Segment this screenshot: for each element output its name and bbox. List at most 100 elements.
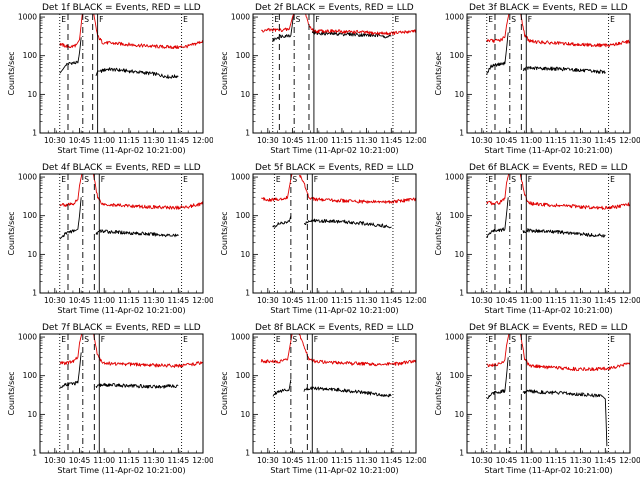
x-tick-label: 11:45	[594, 136, 616, 145]
x-tick-label: 11:00	[306, 296, 328, 305]
time-marker-label: E	[394, 175, 399, 184]
y-axis-label: Counts/sec	[7, 51, 16, 95]
time-marker-label: E	[276, 175, 281, 184]
y-tick-label: 10	[454, 90, 464, 99]
y-tick-label: 10	[27, 250, 37, 259]
y-tick-label: 100	[23, 211, 38, 220]
y-tick-label: 10	[454, 250, 464, 259]
y-tick-label: 100	[236, 371, 251, 380]
x-tick-label: 11:00	[306, 136, 328, 145]
x-tick-label: 11:45	[594, 296, 616, 305]
series-line-lld	[261, 174, 293, 202]
x-tick-label: 11:15	[545, 456, 567, 465]
y-axis-label: Counts/sec	[220, 371, 229, 415]
y-tick-label: 1	[245, 129, 250, 138]
chart-title: Det 4f BLACK = Events, RED = LLD	[42, 163, 201, 173]
x-axis-label: Start Time (11-Apr-02 10:21:00)	[270, 146, 398, 155]
x-tick-label: 10:45	[496, 456, 518, 465]
y-axis-label: Counts/sec	[434, 371, 443, 415]
chart-title: Det 5f BLACK = Events, RED = LLD	[255, 163, 414, 173]
x-tick-label: 10:30	[44, 296, 66, 305]
y-tick-label: 1000	[445, 333, 464, 342]
time-marker-label: F	[528, 15, 532, 24]
y-tick-label: 1	[245, 289, 250, 298]
series-line-lld	[93, 174, 203, 210]
time-marker-label: S	[84, 175, 89, 184]
x-tick-label: 11:45	[380, 296, 402, 305]
time-marker-label: E	[61, 15, 66, 24]
time-marker-label: E	[394, 335, 399, 344]
x-tick-label: 11:30	[143, 136, 165, 145]
x-tick-label: 12:00	[405, 136, 426, 145]
chart-panel: Det 9f BLACK = Events, RED = LLD 1 10 100 10…	[434, 323, 640, 475]
x-tick-label: 10:30	[257, 296, 279, 305]
y-tick-label: 10	[240, 250, 250, 259]
time-marker-label: E	[183, 335, 188, 344]
x-tick-label: 12:00	[405, 296, 426, 305]
chart-panel: Det 7f BLACK = Events, RED = LLD 1 10 100 10…	[7, 323, 213, 475]
y-tick-label: 10	[27, 90, 37, 99]
time-marker-label: F	[101, 335, 105, 344]
chart-title: Det 8f BLACK = Events, RED = LLD	[255, 323, 414, 333]
time-marker-label: S	[84, 335, 89, 344]
time-marker-label: S	[292, 175, 297, 184]
x-tick-label: 11:45	[167, 296, 189, 305]
series-line-lld	[305, 14, 416, 36]
y-tick-label: 100	[23, 51, 38, 60]
y-axis-label: Counts/sec	[434, 211, 443, 255]
time-marker-label: F	[528, 335, 532, 344]
series-line-events	[59, 352, 82, 389]
x-tick-label: 11:30	[570, 296, 592, 305]
time-marker-label: S	[511, 335, 516, 344]
chart-panel: Det 5f BLACK = Events, RED = LLD 1 10 100 10…	[220, 163, 426, 315]
x-axis-label: Start Time (11-Apr-02 10:21:00)	[57, 306, 185, 315]
chart-title: Det 7f BLACK = Events, RED = LLD	[42, 323, 201, 333]
series-line-events	[95, 67, 179, 79]
x-axis-label: Start Time (11-Apr-02 10:21:00)	[484, 146, 612, 155]
y-axis-label: Counts/sec	[434, 51, 443, 95]
x-tick-label: 11:15	[331, 296, 353, 305]
x-tick-label: 11:15	[118, 136, 140, 145]
x-tick-label: 11:30	[356, 296, 378, 305]
series-line-events	[304, 218, 392, 229]
chart-panel: Det 2f BLACK = Events, RED = LLD 1 10 100 10…	[220, 3, 426, 155]
x-axis-label: Start Time (11-Apr-02 10:21:00)	[270, 306, 398, 315]
series-line-lld	[298, 174, 416, 204]
time-marker-label: E	[610, 335, 615, 344]
time-marker-label: S	[296, 15, 301, 24]
series-line-events	[59, 197, 82, 240]
x-tick-label: 10:45	[282, 296, 304, 305]
x-axis-label: Start Time (11-Apr-02 10:21:00)	[57, 466, 185, 475]
chart-title: Det 9f BLACK = Events, RED = LLD	[469, 323, 628, 333]
y-tick-label: 1	[459, 449, 464, 458]
series-line-lld	[486, 174, 510, 206]
y-tick-label: 1	[459, 289, 464, 298]
series-line-events	[272, 379, 292, 397]
time-marker-label: E	[183, 15, 188, 24]
x-tick-label: 11:45	[167, 456, 189, 465]
time-marker-label: S	[292, 335, 297, 344]
time-marker-label: E	[488, 15, 493, 24]
time-marker-label: F	[314, 175, 318, 184]
time-marker-label: F	[528, 175, 532, 184]
chart-title: Det 1f BLACK = Events, RED = LLD	[42, 3, 201, 13]
series-line-events	[303, 386, 392, 398]
x-tick-label: 12:00	[192, 456, 213, 465]
y-tick-label: 100	[450, 371, 465, 380]
chart-title: Det 2f BLACK = Events, RED = LLD	[255, 3, 414, 13]
chart-panel: Det 6f BLACK = Events, RED = LLD 1 10 100 10…	[434, 163, 640, 315]
y-tick-label: 1000	[231, 173, 250, 182]
series-line-lld	[486, 14, 510, 44]
y-tick-label: 1000	[231, 13, 250, 22]
x-tick-label: 12:00	[192, 136, 213, 145]
y-tick-label: 1000	[18, 333, 37, 342]
x-tick-label: 11:00	[306, 456, 328, 465]
chart-title: Det 3f BLACK = Events, RED = LLD	[469, 3, 628, 13]
x-tick-label: 11:00	[93, 296, 115, 305]
x-tick-label: 10:30	[44, 456, 66, 465]
chart-panel: Det 4f BLACK = Events, RED = LLD 1 10 100 10…	[7, 163, 213, 315]
x-axis-label: Start Time (11-Apr-02 10:21:00)	[484, 306, 612, 315]
series-line-lld	[298, 334, 416, 367]
y-tick-label: 100	[450, 51, 465, 60]
series-line-events	[59, 37, 82, 74]
